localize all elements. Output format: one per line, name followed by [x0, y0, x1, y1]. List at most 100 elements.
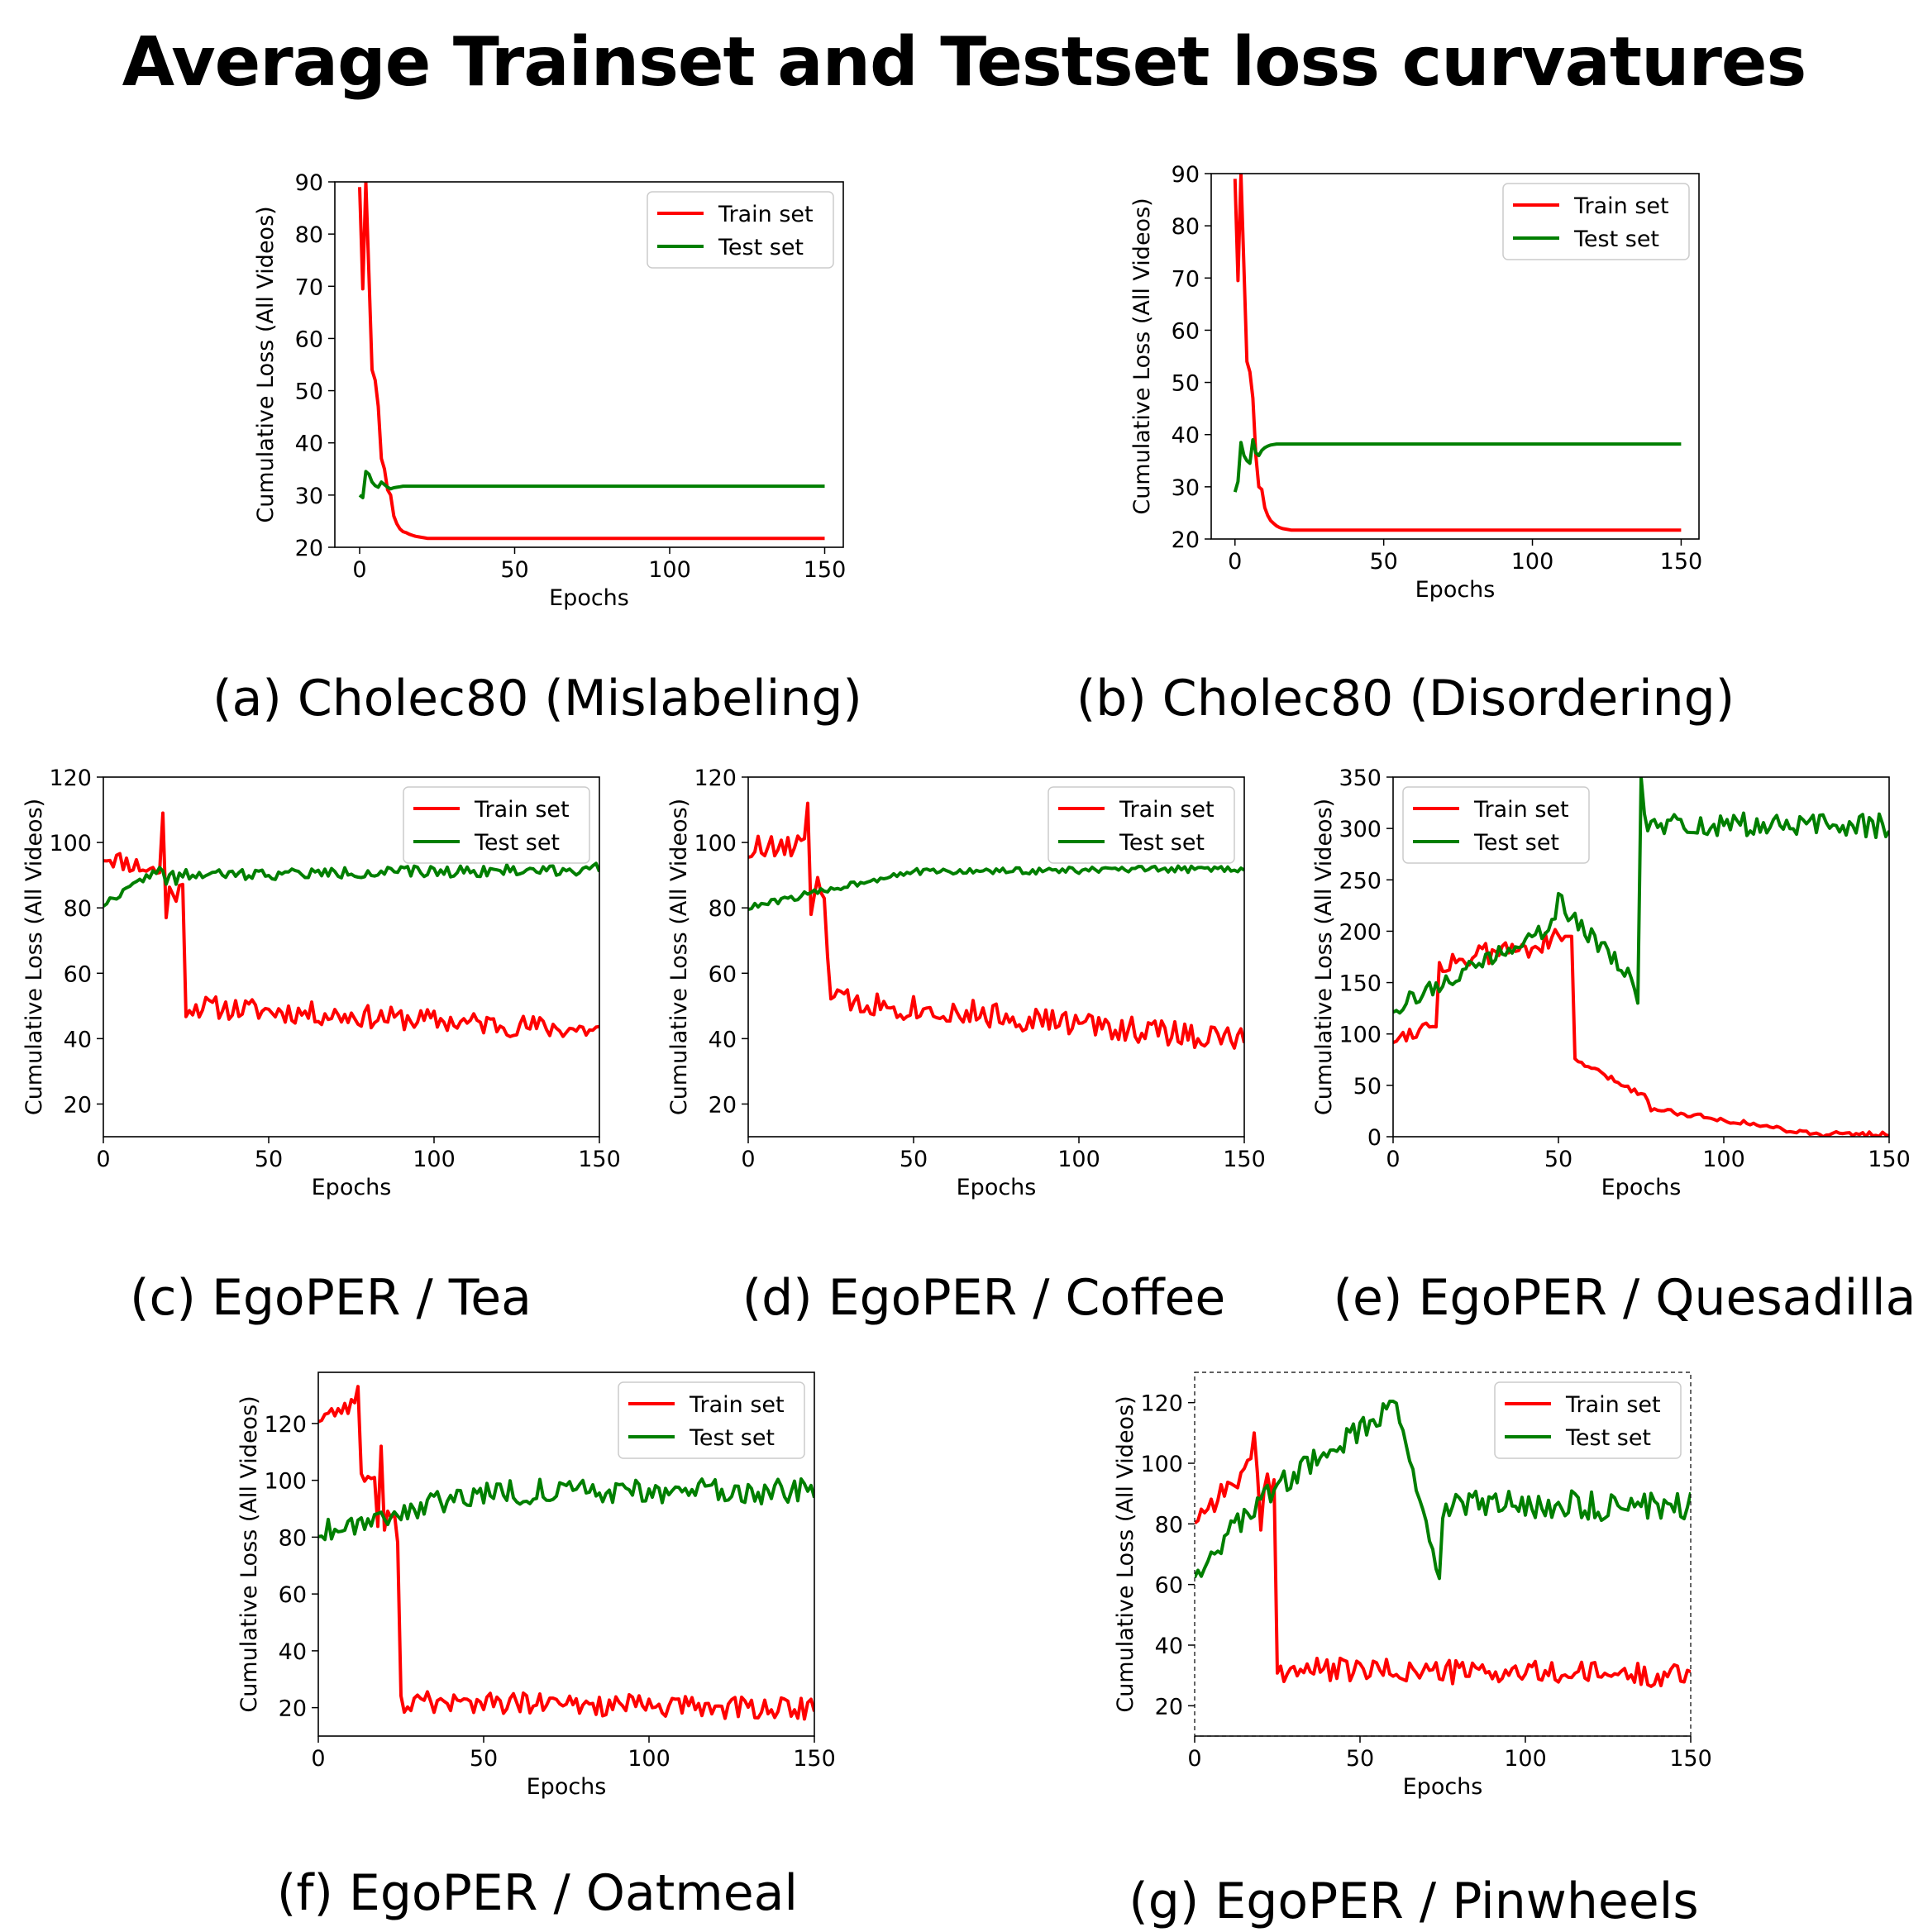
x-axis-label: Epochs [527, 1774, 607, 1800]
x-tick-label: 50 [500, 557, 528, 583]
y-tick-label: 70 [1172, 266, 1200, 292]
y-tick-label: 80 [64, 896, 92, 922]
series-line-test [103, 861, 599, 908]
legend-label-test: Test set [1473, 830, 1559, 856]
legend: Train set Test set [1048, 786, 1235, 864]
legend-box [1048, 786, 1235, 864]
y-tick-label: 20 [1155, 1694, 1183, 1720]
chart-panel-c: 0 50 100 150 20 40 60 80 100 120 Epochs Cumulative … [0, 761, 628, 1200]
y-tick-label: 60 [709, 961, 737, 987]
plot-frame [317, 1371, 815, 1737]
x-tick-label: 100 [1057, 1147, 1100, 1172]
legend-box [403, 786, 590, 864]
legend-label-test: Test set [1119, 830, 1205, 856]
x-tick-label: 100 [1702, 1147, 1745, 1172]
y-tick-label: 90 [295, 170, 323, 196]
legend: Train set Test set [403, 786, 590, 864]
y-tick-label: 60 [279, 1582, 307, 1608]
series-line-train [318, 1385, 814, 1721]
series-line-train [1195, 1431, 1691, 1688]
caption-d: (d) EgoPER / Coffee [742, 1269, 1226, 1327]
y-tick-label: 350 [1339, 766, 1382, 791]
x-tick-label: 100 [628, 1746, 671, 1772]
x-tick-label: 50 [1346, 1746, 1374, 1772]
x-axis-label: Epochs [1403, 1774, 1483, 1800]
y-tick-label: 0 [1367, 1125, 1382, 1151]
y-tick-label: 60 [295, 327, 323, 352]
series-line-train [1233, 174, 1682, 532]
legend-label-test: Test set [718, 235, 804, 260]
legend-label-train: Train set [474, 797, 570, 823]
y-tick-label: 80 [1155, 1512, 1183, 1538]
y-tick-label: 30 [1172, 475, 1200, 501]
legend: Train set Test set [1402, 786, 1590, 864]
series-line-train [103, 811, 599, 1038]
chart-svg-f: 0 50 100 150 20 40 60 80 100 120 Epochs Cumulative … [236, 1371, 836, 1800]
x-tick-label: 0 [96, 1147, 110, 1172]
x-axis-label: Epochs [549, 585, 629, 611]
chart-panel-a: 0 50 100 150 20 30 40 50 60 70 80 90 Epochs Cumulativ… [231, 165, 846, 611]
y-axis-label: Cumulative Loss (All Videos) [21, 799, 47, 1115]
figure-title: Average Trainset and Testset loss curvat… [122, 23, 1807, 102]
y-tick-label: 50 [1353, 1074, 1382, 1100]
plot-frame [103, 776, 600, 1138]
y-tick-label: 250 [1339, 868, 1382, 894]
series-line-train [1393, 928, 1889, 1137]
y-tick-label: 120 [264, 1412, 307, 1438]
y-tick-label: 40 [1155, 1634, 1183, 1659]
chart-svg-b: 0 50 100 150 20 30 40 50 60 70 80 90 Epochs Cumulativ… [1129, 162, 1702, 603]
x-tick-label: 150 [1223, 1147, 1266, 1172]
x-tick-label: 50 [255, 1147, 283, 1172]
legend-label-train: Train set [689, 1392, 785, 1418]
x-tick-label: 150 [793, 1746, 836, 1772]
y-axis-label: Cumulative Loss (All Videos) [1113, 1395, 1138, 1712]
y-axis-label: Cumulative Loss (All Videos) [1129, 198, 1155, 514]
chart-svg-c: 0 50 100 150 20 40 60 80 100 120 Epochs Cumulative … [21, 766, 621, 1200]
x-tick-label: 150 [1868, 1147, 1911, 1172]
series-line-test [1195, 1400, 1691, 1581]
y-tick-label: 200 [1339, 919, 1382, 945]
legend-label-train: Train set [1119, 797, 1215, 823]
y-tick-label: 100 [1339, 1023, 1382, 1048]
plot-frame [334, 181, 844, 548]
legend-label-test: Test set [474, 830, 560, 856]
y-tick-label: 20 [1172, 527, 1200, 553]
series-line-test [358, 470, 825, 499]
caption-g: (g) EgoPER / Pinwheels [1129, 1872, 1699, 1930]
plot-frame [747, 776, 1245, 1138]
y-tick-label: 60 [1155, 1573, 1183, 1599]
x-tick-label: 150 [1669, 1746, 1712, 1772]
y-axis-label: Cumulative Loss (All Videos) [666, 799, 692, 1115]
y-tick-label: 20 [295, 536, 323, 561]
caption-b: (b) Cholec80 (Disordering) [1076, 670, 1735, 727]
legend-label-train: Train set [1473, 797, 1569, 823]
legend-label-test: Test set [1573, 227, 1659, 252]
y-tick-label: 40 [1172, 423, 1200, 449]
y-tick-label: 90 [1172, 162, 1200, 188]
x-tick-label: 50 [470, 1746, 498, 1772]
y-tick-label: 120 [1140, 1391, 1183, 1417]
series-line-train [748, 801, 1244, 1050]
plot-frame [1210, 173, 1700, 540]
y-axis-label: Cumulative Loss (All Videos) [236, 1395, 262, 1712]
y-tick-label: 300 [1339, 817, 1382, 842]
plot-frame [1392, 776, 1890, 1138]
chart-panel-g: 0 50 100 150 20 40 60 80 100 120 Epochs Cumulative … [1091, 1356, 1720, 1802]
legend-label-test: Test set [1565, 1425, 1651, 1451]
x-tick-label: 100 [1504, 1746, 1547, 1772]
chart-svg-g: 0 50 100 150 20 40 60 80 100 120 Epochs Cumulative … [1113, 1371, 1712, 1800]
chart-panel-b: 0 50 100 150 20 30 40 50 60 70 80 90 Epochs Cumulativ… [1108, 157, 1703, 603]
series-line-test [1393, 777, 1889, 1015]
series-line-train [358, 182, 825, 541]
chart-panel-d: 0 50 100 150 20 40 60 80 100 120 Epochs Cumulative … [645, 761, 1273, 1200]
y-tick-label: 30 [295, 484, 323, 509]
x-tick-label: 0 [741, 1147, 755, 1172]
y-tick-label: 40 [64, 1027, 92, 1052]
legend-label-train: Train set [1573, 193, 1669, 219]
chart-panel-f: 0 50 100 150 20 40 60 80 100 120 Epochs Cumulative … [215, 1356, 843, 1802]
series-line-test [748, 864, 1244, 912]
x-axis-label: Epochs [957, 1175, 1037, 1200]
legend: Train set Test set [1502, 183, 1690, 260]
caption-f: (f) EgoPER / Oatmeal [276, 1864, 799, 1922]
legend-box [1494, 1381, 1682, 1459]
